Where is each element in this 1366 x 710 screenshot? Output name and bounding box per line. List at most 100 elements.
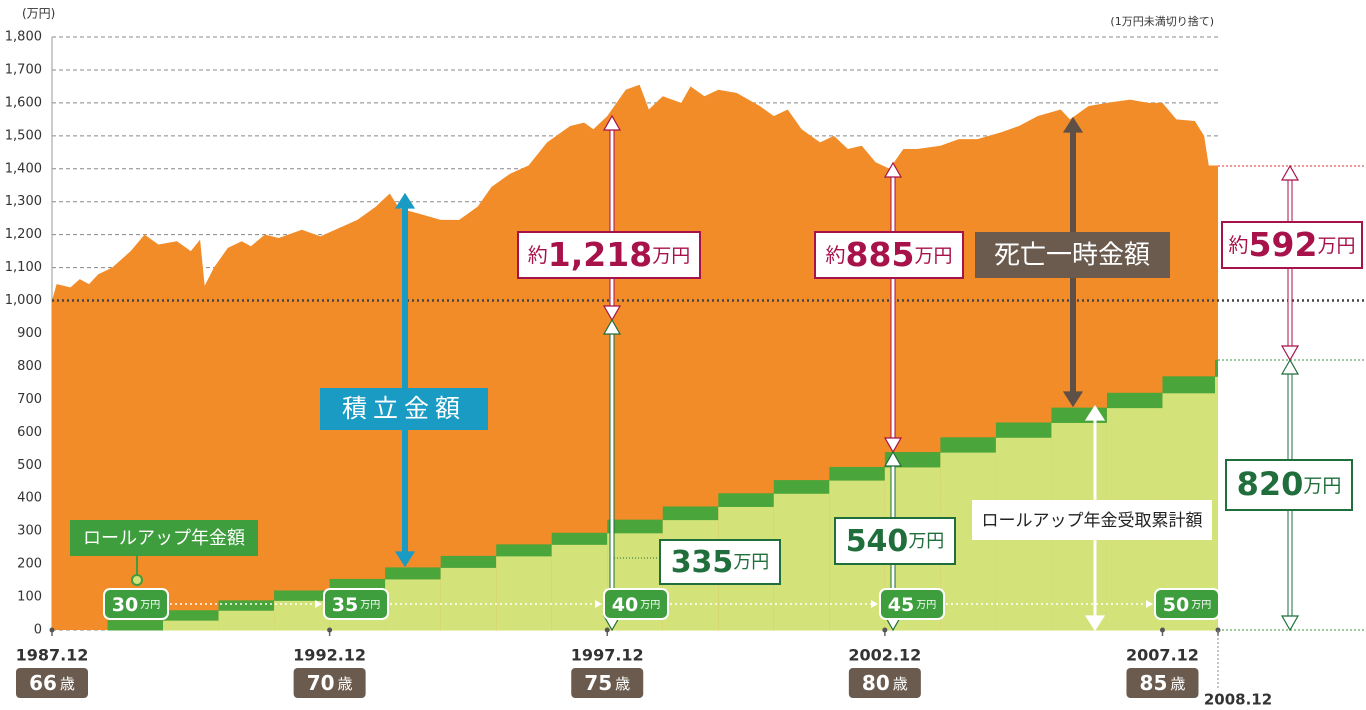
cumulative-segment	[829, 620, 885, 631]
age-badge	[848, 668, 921, 698]
cumulative-segment	[551, 600, 608, 611]
age-unit: 歳	[893, 675, 908, 693]
age-label: 66 歳	[29, 671, 75, 695]
arrow-head	[1084, 404, 1106, 421]
age-number: 75	[584, 671, 612, 695]
cumulative-segment	[1106, 620, 1163, 631]
cumulative-segment	[829, 506, 885, 521]
cumulative-segment	[884, 493, 941, 507]
cumulative-segment	[607, 532, 663, 545]
age-badge	[293, 668, 366, 698]
rate-unit: 万円	[360, 600, 380, 611]
cumulative-segment	[773, 493, 830, 507]
cumulative-segment	[551, 555, 608, 568]
callout-box	[517, 231, 701, 279]
y-tick-label: 1,000	[5, 293, 42, 308]
cumulative-segment	[1051, 480, 1107, 494]
cumulative-segment	[718, 590, 774, 601]
cumulative-segment	[1215, 555, 1218, 568]
cumulative-segment	[440, 578, 497, 591]
cumulative-segment	[773, 544, 830, 557]
cumulative-segment	[1215, 452, 1218, 468]
cumulative-segment	[1051, 466, 1107, 481]
callout-number: 592	[1249, 225, 1318, 264]
cumulative-segment	[662, 620, 719, 631]
cumulative-segment	[1106, 422, 1163, 438]
arrow-head	[602, 305, 622, 322]
cumulative-segment	[829, 567, 885, 580]
payment-step	[1106, 392, 1163, 409]
age-label: 80 歳	[862, 671, 908, 695]
cumulative-segment	[1106, 437, 1163, 453]
y-tick-label: 700	[17, 392, 42, 407]
payment-step	[718, 493, 774, 507]
rate-number: 45	[888, 594, 914, 616]
callout: 約1,218万円	[528, 235, 690, 274]
payment-step	[995, 422, 1052, 438]
x-tick-dot	[604, 627, 610, 633]
x-tick-label: 1997.12	[571, 646, 644, 665]
arrow-head	[1062, 391, 1084, 408]
payment-step	[662, 506, 719, 521]
callout: 540万円	[846, 524, 945, 559]
callout-number: 885	[846, 235, 915, 274]
cumulative-segment	[1215, 519, 1218, 534]
cumulative-segment	[995, 578, 1052, 591]
cumulative-segment	[1162, 555, 1218, 568]
cumulative-segment	[940, 620, 996, 631]
cumulative-segment	[940, 480, 996, 494]
rate-unit: 万円	[1191, 600, 1211, 611]
age-number: 85	[1140, 671, 1168, 695]
y-tick-label: 900	[17, 326, 42, 341]
pin	[131, 574, 143, 586]
cumulative-segment	[496, 610, 552, 621]
cumulative-segment	[773, 578, 830, 591]
callout-box	[659, 539, 781, 585]
cumulative-segment	[1215, 493, 1218, 507]
cumulative-segment	[607, 620, 663, 631]
y-tick-label: 200	[17, 557, 42, 572]
arrow-head	[1280, 358, 1300, 375]
x-tick-dot	[327, 627, 333, 633]
cumulative-segment	[1162, 422, 1218, 438]
rate-label: 50 万円	[1163, 594, 1211, 616]
label-box	[975, 232, 1170, 278]
cumulative-segment	[718, 506, 774, 521]
rate-label: 45 万円	[888, 594, 936, 616]
x-tick-dot	[49, 627, 55, 633]
cumulative-segment	[995, 567, 1052, 580]
payment-step	[385, 567, 441, 580]
payment-step	[551, 532, 608, 545]
cumulative-segment	[496, 578, 552, 591]
cumulative-segment	[1215, 480, 1218, 494]
rate-arrow-head	[595, 600, 602, 608]
cumulative-segment	[829, 600, 885, 611]
y-tick-label: 1,600	[5, 95, 42, 110]
cumulative-segment	[218, 610, 275, 621]
cumulative-segment	[940, 567, 996, 580]
rate-arrow-head	[1146, 600, 1153, 608]
callout-box	[814, 231, 964, 279]
cumulative-segment	[718, 620, 774, 631]
rate-unit: 万円	[640, 600, 660, 611]
rate-label: 35 万円	[332, 594, 380, 616]
cumulative-segment	[1162, 392, 1218, 409]
cumulative-segment	[773, 600, 830, 611]
y-tick-label: 400	[17, 491, 42, 506]
callout: 335万円	[671, 545, 770, 580]
cumulative-segment	[1051, 422, 1107, 438]
callout: 約885万円	[826, 235, 953, 274]
cumulative-segment	[496, 590, 552, 601]
cumulative-segment	[163, 620, 219, 631]
callout-unit: 万円	[1317, 235, 1355, 257]
age-label: 70 歳	[307, 671, 353, 695]
cumulative-segment	[1106, 567, 1163, 580]
cumulative-segment	[829, 590, 885, 601]
callout-unit: 万円	[652, 245, 690, 267]
cumulative-segment	[1051, 578, 1107, 591]
cumulative-segment	[1106, 610, 1163, 621]
cumulative-segment	[995, 466, 1052, 481]
cumulative-segment	[995, 555, 1052, 568]
cumulative-segment	[829, 493, 885, 507]
payment-step	[107, 620, 164, 631]
